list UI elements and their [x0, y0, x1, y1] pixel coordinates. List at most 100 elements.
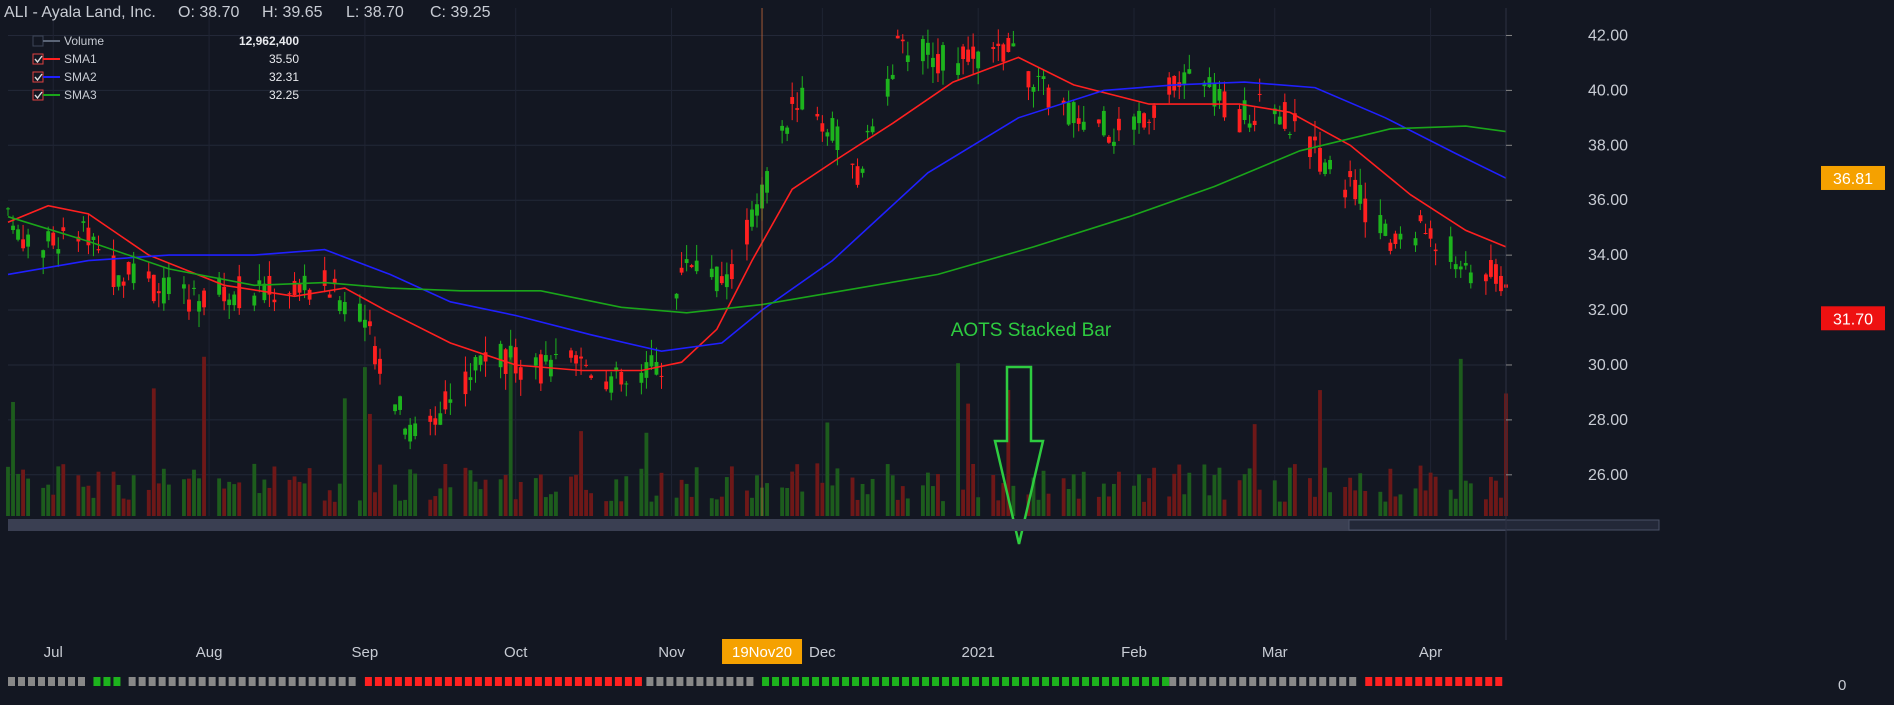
candle-body [1237, 109, 1242, 133]
legend-row-volume[interactable]: Volume 12,962,400 [32, 34, 299, 48]
ohlc-value: O: 38.70 [178, 4, 239, 21]
volume-bar [192, 469, 196, 516]
aots-dash [38, 677, 45, 686]
volume-bar [357, 500, 362, 516]
volume-bar [197, 478, 201, 516]
legend-row-sma3[interactable]: SMA3 32.25 [32, 88, 299, 102]
candle-body [413, 423, 418, 437]
volume-bar [1483, 499, 1488, 516]
x-tick-label: Oct [504, 644, 528, 661]
candle-body [111, 255, 116, 288]
candle-body [1433, 249, 1438, 252]
sma-line-sma1[interactable] [7, 56, 1507, 372]
aots-dash [1002, 677, 1010, 686]
volume-bar [1358, 473, 1363, 516]
aots-dash [338, 677, 346, 686]
legend-row-sma1[interactable]: SMA1 35.50 [32, 52, 299, 66]
aots-dash [68, 677, 75, 686]
candle-body [1453, 264, 1458, 270]
sma-line-sma2[interactable] [7, 81, 1507, 353]
volume-bar [257, 493, 262, 516]
aots-dash [268, 677, 276, 686]
volume-bar [956, 363, 960, 516]
aots-dash [584, 677, 592, 686]
volume-bar [604, 501, 609, 516]
aots-dash [872, 677, 880, 686]
candle-body [403, 428, 408, 435]
volume-bar [463, 467, 468, 516]
aots-dash [1152, 677, 1160, 686]
volume-bar [368, 413, 372, 516]
volume-bar [639, 468, 644, 516]
volume-bar [1318, 390, 1322, 516]
volume-bar [709, 498, 714, 516]
candle-body [1428, 228, 1433, 239]
candle-body [609, 376, 614, 393]
volume-bar [121, 498, 126, 516]
volume-bar [865, 494, 870, 516]
volume-bar [1212, 474, 1217, 516]
candle-body [1187, 69, 1192, 74]
volume-bar [322, 500, 327, 516]
volume-bar [1202, 464, 1207, 516]
candle-body [26, 234, 31, 247]
aots-dash [666, 677, 674, 686]
volume-bar [785, 487, 790, 516]
aots-dash [128, 677, 136, 686]
candle-body [86, 227, 91, 246]
volume-bar [362, 367, 367, 516]
legend-row-sma2[interactable]: SMA2 32.31 [32, 70, 299, 84]
aots-dash [8, 677, 15, 686]
aots-dash [288, 677, 296, 686]
aots-dash [554, 677, 562, 686]
y-tick-label: 26.00 [1588, 467, 1628, 484]
aots-dash [1012, 677, 1020, 686]
candle-body [272, 299, 277, 303]
volume-bar [714, 499, 719, 516]
candle-body [533, 357, 538, 366]
volume-bar [619, 501, 624, 516]
volume-bar [468, 470, 473, 516]
aots-dash [454, 677, 462, 686]
volume-bar [126, 499, 131, 516]
aots-dash [902, 677, 910, 686]
aots-dash [374, 677, 382, 686]
volume-bar [755, 475, 759, 516]
candle-body [1117, 118, 1121, 131]
volume-bar [1363, 490, 1368, 516]
volume-bar [327, 490, 332, 516]
volume-bar [1328, 492, 1332, 516]
timeline-scrollbar[interactable] [8, 519, 1506, 531]
crosshair-date-label: 19Nov20 [732, 644, 792, 661]
volume-bar [1132, 485, 1136, 516]
aots-dash [1249, 677, 1257, 686]
timeline-scroll-thumb[interactable] [1348, 519, 1660, 531]
aots-dash [198, 677, 206, 686]
volume-bar [438, 488, 443, 516]
sma-line-sma3[interactable] [7, 125, 1507, 314]
aots-dash [942, 677, 950, 686]
aots-dash [188, 677, 196, 686]
volume-bar [26, 478, 31, 516]
aots-dash [484, 677, 492, 686]
volume-bar [1489, 476, 1493, 516]
volume-bar [579, 431, 583, 516]
volume-bar [533, 478, 538, 516]
candle-body [197, 301, 201, 312]
legend-name: SMA1 [64, 52, 97, 66]
candle-body [1011, 43, 1016, 47]
y-tick-label: 32.00 [1588, 302, 1628, 319]
aots-dash [912, 677, 920, 686]
candle-body [855, 166, 860, 185]
volume-bar [1257, 489, 1262, 516]
volume-bar [513, 499, 518, 516]
aots-dash [1365, 677, 1373, 686]
aots-dash [1329, 677, 1337, 686]
candle-body [1242, 100, 1247, 121]
aots-dash [1475, 677, 1483, 686]
candle-body [1448, 236, 1453, 262]
aots-dash [298, 677, 306, 686]
candle-body [41, 250, 46, 258]
price-tag-label: 36.81 [1833, 171, 1873, 188]
